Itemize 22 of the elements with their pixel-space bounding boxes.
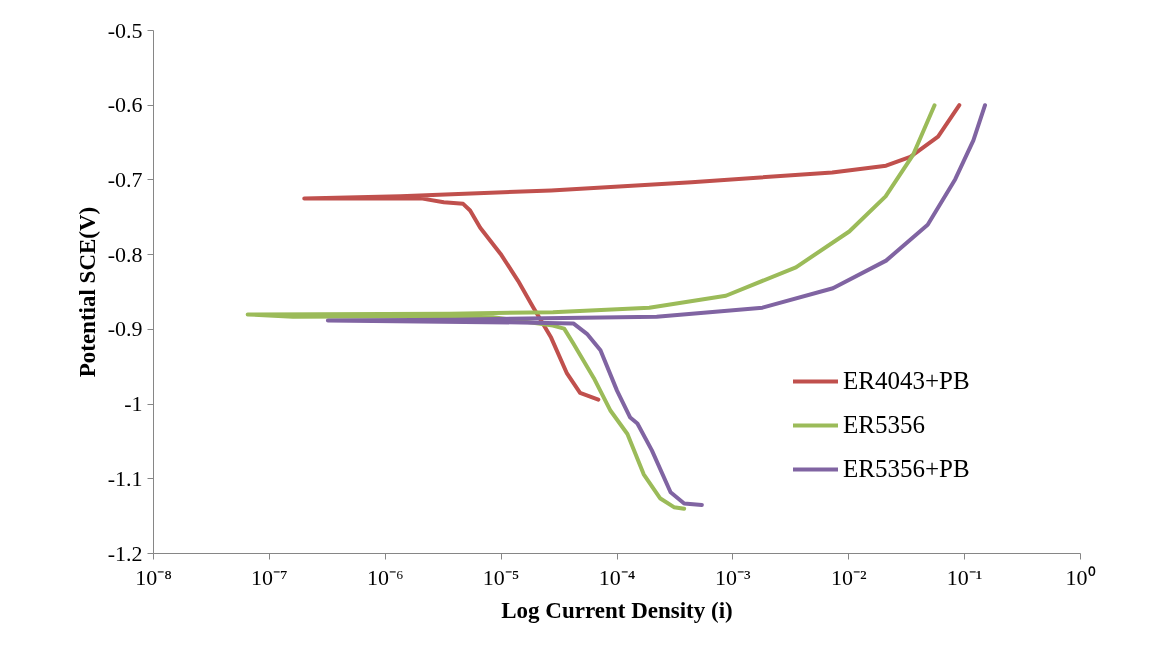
y-tick-label: -1.1 (107, 465, 143, 491)
y-tick-label: -1 (124, 391, 143, 417)
x-tick-label: 10⁻⁴ (598, 564, 636, 590)
x-axis-title: Log Current Density (i) (501, 597, 733, 623)
y-tick-label: -1.2 (107, 540, 143, 566)
y-tick-label: -0.6 (107, 92, 143, 118)
x-tick-label: 10⁻⁷ (251, 564, 288, 590)
x-tick-label: 10⁻³ (715, 564, 752, 590)
y-axis-title: Potential SCE(V) (74, 206, 100, 378)
x-tick-label: 10⁻⁶ (366, 564, 404, 590)
x-tick-label: 10⁰ (1065, 564, 1096, 590)
y-tick-label: -0.9 (107, 316, 143, 342)
x-tick-label: 10⁻² (830, 564, 867, 590)
y-tick-label: -0.8 (107, 241, 143, 267)
legend-label: ER5356 (843, 411, 925, 439)
x-tick-label: 10⁻⁸ (135, 564, 172, 590)
legend-label: ER5356+PB (843, 455, 970, 483)
x-tick-label: 10⁻⁵ (482, 564, 520, 590)
x-tick-label: 10⁻¹ (946, 564, 983, 590)
y-tick-label: -0.5 (107, 17, 143, 43)
y-tick-label: -0.7 (107, 166, 143, 192)
legend-label: ER4043+PB (843, 367, 970, 395)
